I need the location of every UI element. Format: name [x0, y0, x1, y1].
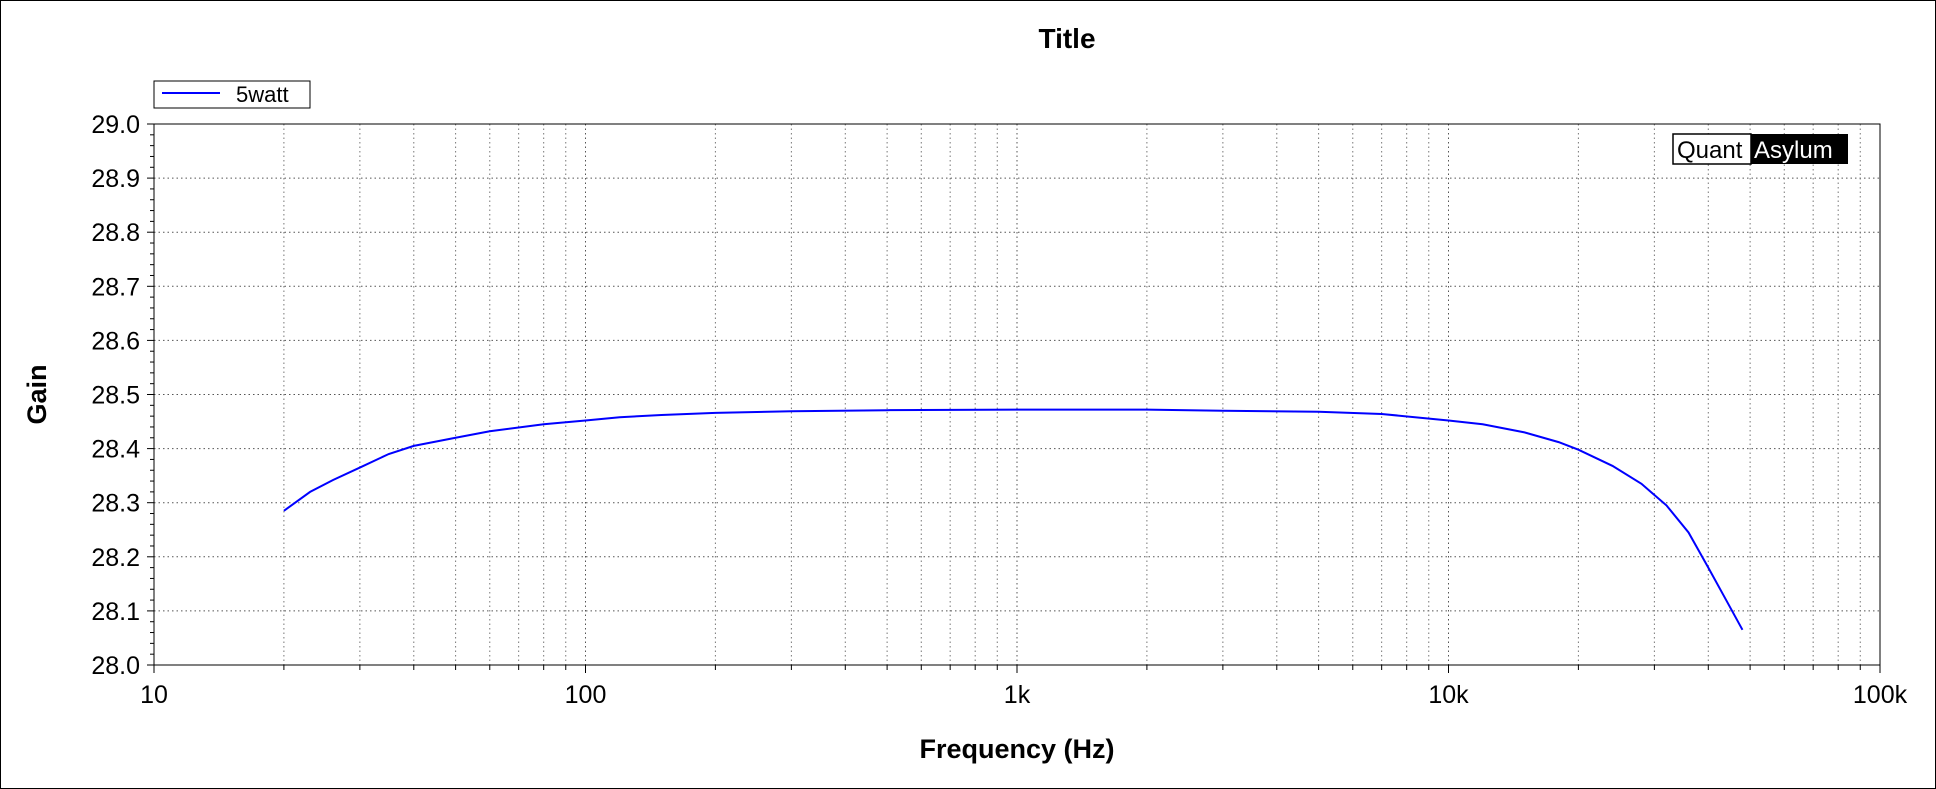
y-tick-label: 28.0	[91, 652, 140, 680]
series-line-5watt	[283, 408, 1744, 631]
chart-title: Title	[1038, 23, 1095, 54]
logo-text-asylum: Asylum	[1754, 137, 1833, 164]
series-layer	[283, 408, 1744, 631]
y-tick-label: 28.3	[91, 490, 140, 518]
y-tick-label: 28.6	[91, 327, 140, 355]
x-tick-label: 100k	[1853, 681, 1908, 709]
quantasylum-logo: Quant Asylum	[1672, 133, 1848, 165]
legend: 5watt	[153, 80, 311, 109]
legend-label-5watt: 5watt	[236, 82, 289, 107]
y-tick-label: 28.7	[91, 273, 140, 301]
y-tick-label: 28.1	[91, 598, 140, 626]
y-tick-label: 28.4	[91, 436, 140, 464]
x-tick-label: 10	[140, 681, 168, 709]
tick-labels: 28.0 28.1 28.2 28.3 28.4 28.5 28.6 28.7 28.8 28.9…	[91, 111, 1907, 709]
logo-text-quant: Quant	[1677, 137, 1743, 164]
y-axis-title: Gain	[22, 364, 52, 424]
axis-ticks	[147, 123, 1881, 673]
grid	[153, 123, 1881, 666]
logo-right-box	[1751, 134, 1848, 164]
y-tick-label: 29.0	[91, 111, 140, 139]
x-tick-label: 100	[565, 681, 607, 709]
x-tick-label: 10k	[1428, 681, 1469, 709]
x-axis-title: Frequency (Hz)	[919, 734, 1114, 764]
y-tick-label: 28.5	[91, 382, 140, 410]
y-tick-label: 28.9	[91, 165, 140, 193]
plot-area-border	[153, 123, 1881, 666]
x-tick-label: 1k	[1004, 681, 1031, 709]
legend-box	[153, 80, 311, 109]
y-tick-label: 28.2	[91, 544, 140, 572]
y-tick-label: 28.8	[91, 219, 140, 247]
